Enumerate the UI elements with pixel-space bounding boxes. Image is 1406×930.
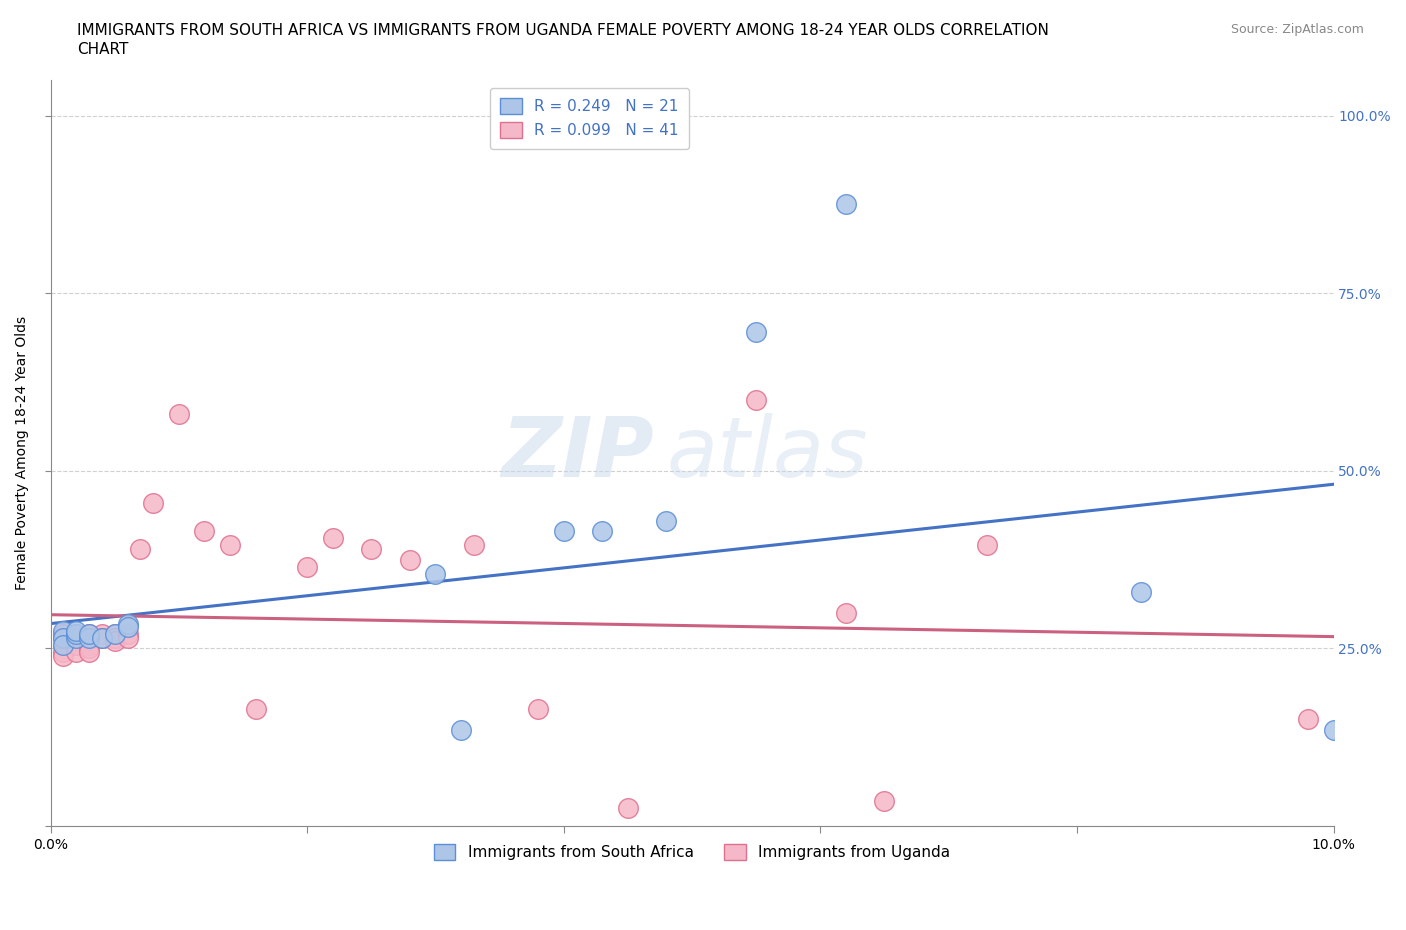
Point bbox=[52, 648, 75, 663]
Point bbox=[77, 634, 100, 649]
Point bbox=[77, 631, 100, 645]
Point bbox=[1322, 723, 1344, 737]
Point bbox=[219, 538, 242, 552]
Point bbox=[90, 631, 112, 645]
Point bbox=[117, 631, 139, 645]
Point bbox=[104, 631, 127, 645]
Point bbox=[77, 627, 100, 642]
Text: atlas: atlas bbox=[666, 413, 868, 494]
Point bbox=[65, 627, 87, 642]
Point bbox=[65, 631, 87, 645]
Point bbox=[77, 644, 100, 659]
Point bbox=[835, 197, 858, 212]
Point bbox=[52, 623, 75, 638]
Point bbox=[77, 637, 100, 652]
Point bbox=[129, 541, 152, 556]
Point bbox=[77, 627, 100, 642]
Point bbox=[322, 531, 344, 546]
Point bbox=[77, 641, 100, 656]
Point bbox=[398, 552, 420, 567]
Point bbox=[295, 559, 318, 574]
Point bbox=[873, 793, 896, 808]
Text: CHART: CHART bbox=[77, 42, 129, 57]
Y-axis label: Female Poverty Among 18-24 Year Olds: Female Poverty Among 18-24 Year Olds bbox=[15, 316, 30, 591]
Point bbox=[976, 538, 998, 552]
Point bbox=[142, 496, 165, 511]
Point bbox=[117, 619, 139, 634]
Point bbox=[77, 631, 100, 645]
Point bbox=[527, 701, 550, 716]
Point bbox=[193, 524, 215, 538]
Point bbox=[745, 392, 768, 407]
Point bbox=[360, 541, 382, 556]
Point bbox=[591, 524, 613, 538]
Point bbox=[617, 801, 640, 816]
Point bbox=[65, 623, 87, 638]
Point bbox=[65, 644, 87, 659]
Point bbox=[52, 627, 75, 642]
Text: Source: ZipAtlas.com: Source: ZipAtlas.com bbox=[1230, 23, 1364, 36]
Point bbox=[65, 627, 87, 642]
Point bbox=[52, 631, 75, 645]
Point bbox=[52, 637, 75, 652]
Point bbox=[104, 634, 127, 649]
Point bbox=[65, 634, 87, 649]
Point bbox=[90, 627, 112, 642]
Point bbox=[553, 524, 575, 538]
Point bbox=[463, 538, 485, 552]
Point bbox=[52, 631, 75, 645]
Point bbox=[245, 701, 267, 716]
Text: IMMIGRANTS FROM SOUTH AFRICA VS IMMIGRANTS FROM UGANDA FEMALE POVERTY AMONG 18-2: IMMIGRANTS FROM SOUTH AFRICA VS IMMIGRAN… bbox=[77, 23, 1049, 38]
Point bbox=[52, 644, 75, 659]
Point bbox=[65, 637, 87, 652]
Point bbox=[167, 406, 190, 421]
Point bbox=[450, 723, 472, 737]
Point bbox=[90, 631, 112, 645]
Point bbox=[104, 627, 127, 642]
Point bbox=[117, 616, 139, 631]
Point bbox=[104, 627, 127, 642]
Point bbox=[52, 637, 75, 652]
Legend: Immigrants from South Africa, Immigrants from Uganda: Immigrants from South Africa, Immigrants… bbox=[423, 833, 960, 870]
Point bbox=[1130, 584, 1153, 599]
Point bbox=[65, 631, 87, 645]
Point bbox=[745, 325, 768, 339]
Point bbox=[655, 513, 678, 528]
Point bbox=[425, 566, 447, 581]
Point bbox=[117, 627, 139, 642]
Point bbox=[835, 605, 858, 620]
Text: ZIP: ZIP bbox=[501, 413, 654, 494]
Point bbox=[1296, 712, 1319, 727]
